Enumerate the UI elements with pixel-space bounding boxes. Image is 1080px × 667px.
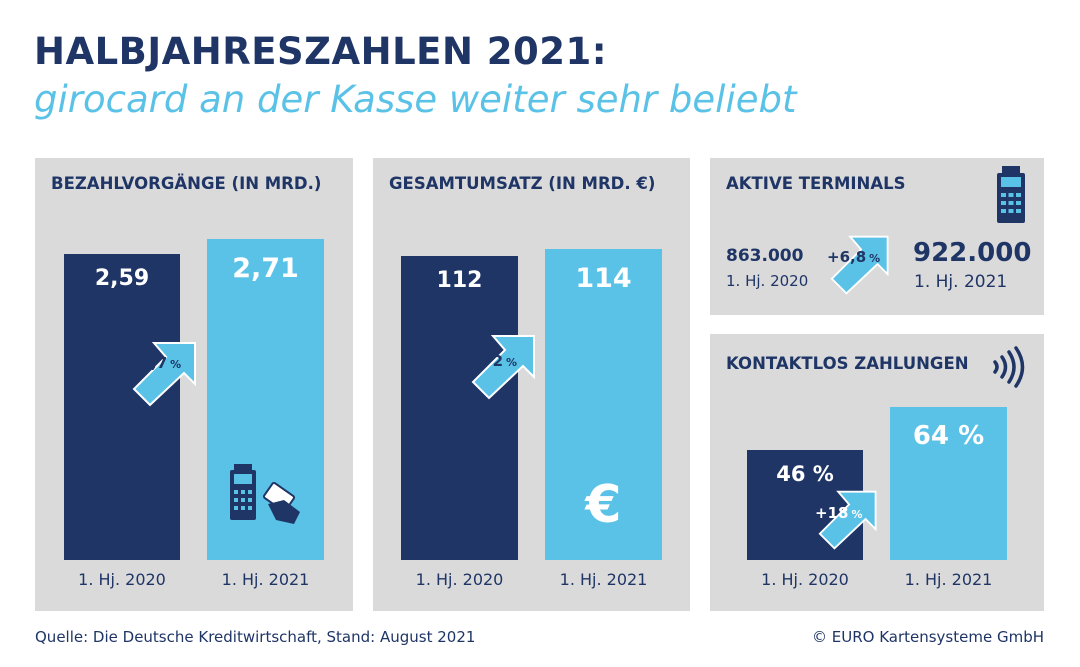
pct-change-transactions: +4,7% bbox=[128, 354, 181, 372]
source-note: Quelle: Die Deutsche Kreditwirtschaft, S… bbox=[35, 628, 476, 646]
xlabel-contactless-2021: 1. Hj. 2021 bbox=[904, 570, 993, 589]
pct-change-transactions-value: +4,7 bbox=[128, 354, 168, 372]
growth-arrow-icon bbox=[830, 235, 889, 295]
bar-transactions-2020-label: 2,59 bbox=[94, 266, 150, 291]
growth-arrow-icon bbox=[818, 490, 877, 550]
pct-change-contactless-unit: % bbox=[851, 508, 863, 521]
page-title: HALBJAHRESZAHLEN 2021: bbox=[34, 30, 608, 73]
pct-change-revenue-unit: % bbox=[506, 356, 518, 369]
xlabel-transactions-2020: 1. Hj. 2020 bbox=[78, 570, 166, 589]
panel-terminals-title: AKTIVE TERMINALS bbox=[726, 174, 906, 193]
bar-transactions-2021: 2,71 bbox=[207, 239, 324, 560]
panel-contactless-title: KONTAKTLOS ZAHLUNGEN bbox=[726, 354, 969, 373]
panel-terminals: AKTIVE TERMINALS 863.000 1. Hj. 2020 +6,… bbox=[710, 158, 1044, 315]
growth-arrow-icon bbox=[471, 335, 535, 400]
bar-revenue-2020-label: 112 bbox=[436, 268, 483, 293]
panel-transactions-title: BEZAHLVORGÄNGE (IN MRD.) bbox=[51, 174, 322, 193]
pct-change-revenue-value: +2 bbox=[480, 352, 504, 370]
terminals-2020-value: 863.000 bbox=[726, 246, 804, 266]
pct-change-contactless-value: +18 bbox=[815, 504, 849, 522]
pct-change-contactless: +18% bbox=[815, 504, 862, 522]
xlabel-transactions-2021: 1. Hj. 2021 bbox=[221, 570, 310, 589]
payment-terminal-and-card-icon bbox=[230, 464, 300, 524]
bar-revenue-2021: 114 € bbox=[545, 249, 662, 560]
terminals-2021-value: 922.000 bbox=[913, 238, 1032, 268]
euro-icon: € bbox=[585, 475, 622, 535]
panel-revenue: GESAMTUMSATZ (IN MRD. €) 112 114 € +2% 1… bbox=[373, 158, 690, 611]
xlabel-contactless-2020: 1. Hj. 2020 bbox=[761, 570, 849, 589]
pct-change-terminals: +6,8% bbox=[827, 248, 880, 266]
copyright-note: © EURO Kartensysteme GmbH bbox=[811, 628, 1044, 646]
pct-change-transactions-unit: % bbox=[170, 358, 182, 371]
pct-change-revenue: +2% bbox=[480, 352, 517, 370]
xlabel-revenue-2020: 1. Hj. 2020 bbox=[415, 570, 504, 589]
pct-change-terminals-unit: % bbox=[869, 252, 881, 265]
bar-revenue-2021-label: 114 bbox=[575, 263, 632, 294]
contactless-icon bbox=[993, 346, 1025, 388]
bar-transactions-2020: 2,59 bbox=[64, 254, 180, 560]
panel-contactless: KONTAKTLOS ZAHLUNGEN 46 % 64 % +18% 1. H… bbox=[710, 334, 1044, 611]
pct-change-terminals-value: +6,8 bbox=[827, 248, 867, 266]
page-subtitle: girocard an der Kasse weiter sehr belieb… bbox=[34, 78, 797, 121]
bar-contactless-2021: 64 % bbox=[890, 407, 1007, 560]
terminals-2021-label: 1. Hj. 2021 bbox=[914, 272, 1008, 292]
bar-revenue-2020: 112 bbox=[401, 256, 518, 560]
xlabel-revenue-2021: 1. Hj. 2021 bbox=[559, 570, 648, 589]
bar-contactless-2021-label: 64 % bbox=[912, 421, 985, 451]
terminals-2020-label: 1. Hj. 2020 bbox=[726, 272, 809, 290]
growth-arrow-icon bbox=[132, 342, 196, 407]
bar-contactless-2020-label: 46 % bbox=[776, 462, 834, 486]
bar-contactless-2020: 46 % bbox=[747, 450, 863, 560]
panel-revenue-title: GESAMTUMSATZ (IN MRD. €) bbox=[389, 174, 656, 193]
payment-terminal-icon bbox=[997, 166, 1025, 223]
panel-transactions: BEZAHLVORGÄNGE (IN MRD.) 2,59 2,71 +4,7%… bbox=[35, 158, 353, 611]
bar-transactions-2021-label: 2,71 bbox=[232, 253, 299, 284]
